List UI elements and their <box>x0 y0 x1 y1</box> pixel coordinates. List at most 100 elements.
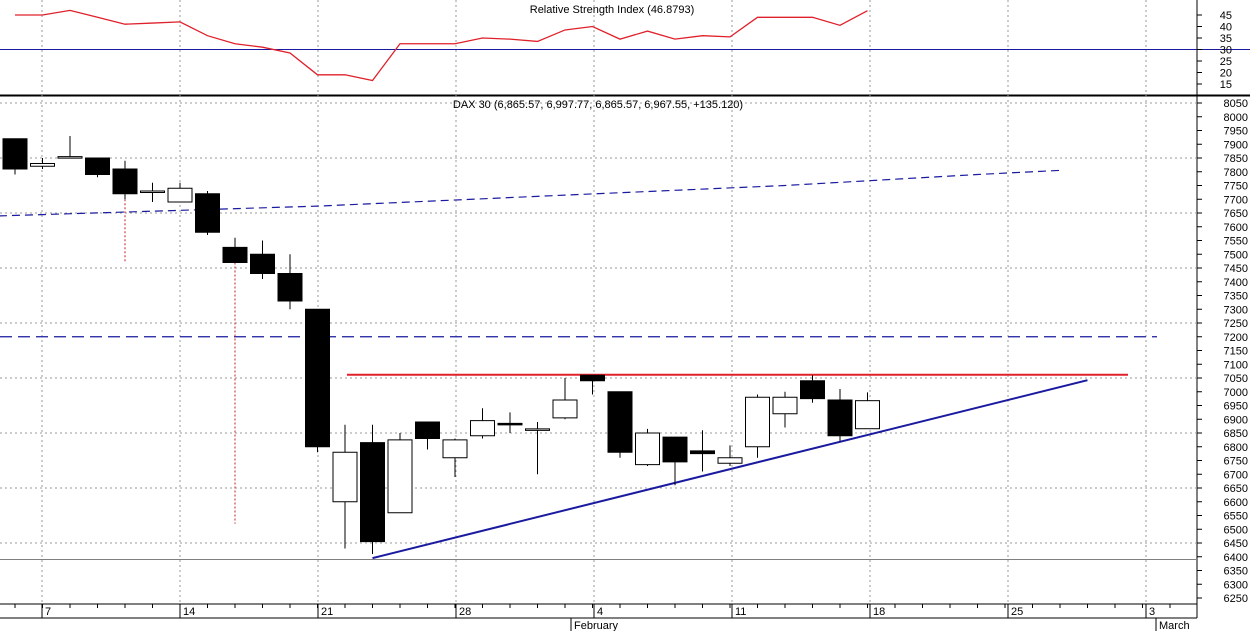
candle <box>690 430 715 472</box>
price-tick-label: 6250 <box>1224 593 1248 605</box>
candle-body <box>140 190 165 193</box>
candle-body <box>112 168 138 195</box>
date-label: 28 <box>459 606 471 618</box>
price-tick-label: 6550 <box>1224 511 1248 523</box>
moving-average-dashed-line <box>0 169 1061 217</box>
annotation-layer <box>0 169 1197 560</box>
price-tick-label: 7950 <box>1224 126 1248 138</box>
candle-body <box>607 391 633 453</box>
candle <box>222 237 248 263</box>
price-tick-label: 6800 <box>1224 442 1248 454</box>
candle-body <box>360 442 385 543</box>
date-label: 11 <box>735 606 746 618</box>
price-tick-label: 6850 <box>1224 428 1248 440</box>
candle-body <box>855 400 880 430</box>
candle-body <box>57 156 83 159</box>
candle <box>717 445 743 466</box>
candle-body <box>497 422 523 426</box>
price-tick-label: 7500 <box>1224 249 1248 261</box>
price-tick-label: 8000 <box>1224 112 1248 124</box>
price-tick-label: 7250 <box>1224 318 1248 330</box>
candle <box>635 428 660 466</box>
rsi-title: Relative Strength Index (46.8793) <box>530 4 695 16</box>
candle-body <box>387 439 413 514</box>
date-label: 4 <box>597 606 603 618</box>
candle <box>57 136 83 159</box>
candle-body <box>250 253 275 274</box>
candle <box>277 254 303 310</box>
axis-layer: 4540353025201580508000795079007850780077… <box>14 10 1248 632</box>
candle-body <box>690 450 715 455</box>
price-tick-label: 7800 <box>1224 167 1248 179</box>
grid-layer <box>0 0 1250 619</box>
candle-body <box>717 457 743 464</box>
price-tick-label: 6450 <box>1224 538 1248 550</box>
candle-body <box>415 421 440 439</box>
candle <box>497 412 523 433</box>
rsi-panel <box>0 9 1250 82</box>
candle-body <box>277 273 303 302</box>
candle <box>30 158 55 169</box>
candle-body <box>772 396 798 415</box>
rsi-tick-label: 40 <box>1220 22 1232 34</box>
candle-body <box>85 157 110 175</box>
price-tick-label: 6750 <box>1224 456 1248 468</box>
candle-body <box>662 436 688 463</box>
price-tick-label: 6300 <box>1224 579 1248 591</box>
candle <box>305 308 330 453</box>
price-tick-label: 7600 <box>1224 222 1248 234</box>
candle-body <box>800 380 825 400</box>
candle <box>662 436 688 486</box>
price-tick-label: 6900 <box>1224 414 1248 426</box>
price-tick-label: 7850 <box>1224 153 1248 165</box>
date-label: 3 <box>1149 606 1155 618</box>
candle-body <box>525 428 550 431</box>
rsi-line <box>15 9 868 82</box>
date-label: 7 <box>45 606 51 618</box>
candle-body <box>580 374 605 382</box>
candle <box>442 438 468 477</box>
candle <box>195 191 220 235</box>
candle-body <box>30 163 55 167</box>
candle <box>607 391 633 458</box>
candle-body <box>635 432 660 466</box>
candle-body <box>470 420 495 437</box>
price-tick-label: 7700 <box>1224 194 1248 206</box>
candle-body <box>442 439 468 459</box>
candle-body <box>827 399 853 437</box>
price-tick-label: 7100 <box>1224 359 1248 371</box>
price-tick-label: 7650 <box>1224 208 1248 220</box>
candle <box>360 424 385 554</box>
price-tick-label: 7200 <box>1224 332 1248 344</box>
candle-body <box>222 246 248 263</box>
candle <box>415 421 440 450</box>
candle <box>2 138 28 175</box>
candle <box>167 182 193 203</box>
rsi-tick-label: 45 <box>1220 10 1232 22</box>
price-tick-label: 7300 <box>1224 304 1248 316</box>
candle <box>85 157 110 178</box>
rsi-tick-label: 25 <box>1220 56 1232 68</box>
price-tick-label: 7050 <box>1224 373 1248 385</box>
price-tick-label: 8050 <box>1224 98 1248 110</box>
price-tick-label: 6600 <box>1224 497 1248 509</box>
month-label: March <box>1159 620 1190 631</box>
candle <box>250 240 275 279</box>
rsi-tick-label: 30 <box>1220 45 1232 57</box>
candle <box>855 392 880 430</box>
price-tick-label: 6500 <box>1224 524 1248 536</box>
candle <box>140 182 165 202</box>
price-tick-label: 6650 <box>1224 483 1248 495</box>
price-tick-label: 6950 <box>1224 401 1248 413</box>
price-tick-label: 6700 <box>1224 469 1248 481</box>
date-label: 25 <box>1011 606 1023 618</box>
price-tick-label: 7550 <box>1224 236 1248 248</box>
date-label: 18 <box>873 606 885 618</box>
candle-body <box>552 399 578 419</box>
rsi-tick-label: 15 <box>1220 79 1232 91</box>
candle <box>525 422 550 475</box>
price-tick-label: 7750 <box>1224 181 1248 193</box>
candle <box>745 394 770 458</box>
candle <box>580 374 605 395</box>
